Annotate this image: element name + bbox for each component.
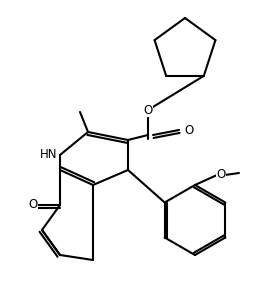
Text: HN: HN — [40, 148, 58, 162]
Text: O: O — [217, 168, 226, 182]
Text: O: O — [143, 104, 153, 116]
Text: O: O — [28, 198, 38, 212]
Text: O: O — [184, 123, 194, 136]
